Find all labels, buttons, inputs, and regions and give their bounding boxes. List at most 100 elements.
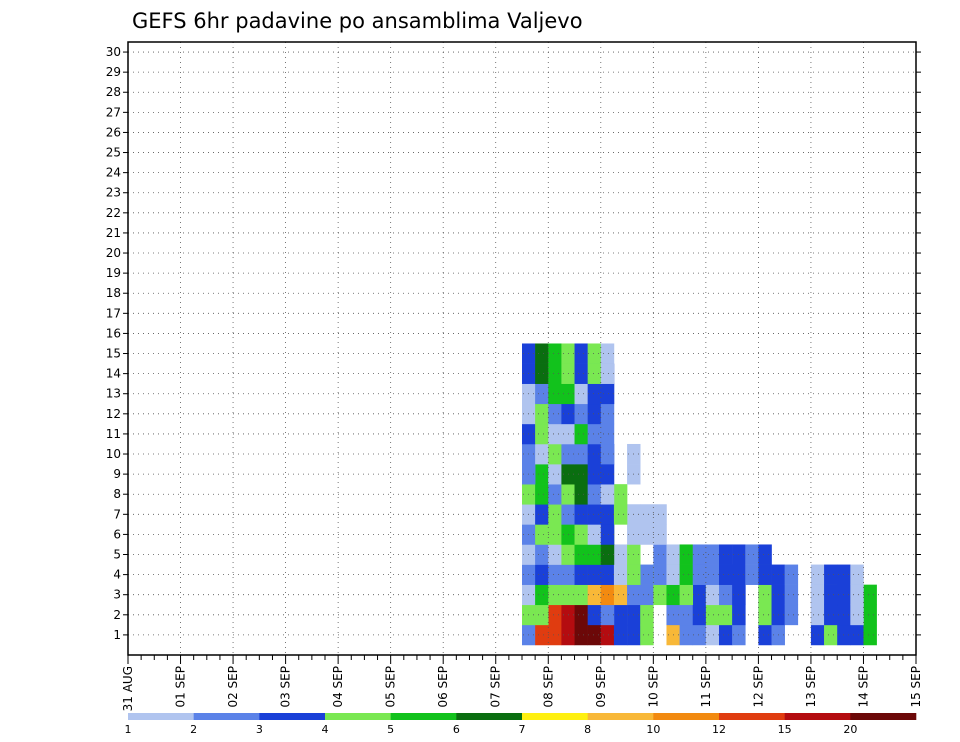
precip-cell [719, 584, 733, 606]
y-tick-label: 18 [106, 286, 121, 300]
precip-cell [705, 584, 720, 606]
precip-cell [587, 484, 602, 505]
precip-cell [653, 504, 667, 525]
y-tick-label: 8 [113, 487, 121, 501]
precip-cell [535, 604, 549, 626]
y-tick-label: 11 [106, 427, 121, 441]
precip-cell [640, 504, 654, 525]
x-tick-label: 07 SEP [489, 666, 503, 708]
precip-cell [850, 564, 864, 585]
y-tick-label: 26 [106, 125, 121, 139]
precip-cell [535, 363, 549, 384]
precip-cell [587, 564, 602, 585]
colorbar-swatch [259, 713, 326, 720]
precip-cell [810, 624, 825, 646]
precip-cell [679, 604, 694, 626]
precip-cell [574, 524, 588, 545]
precip-cell [600, 343, 615, 364]
x-tick-label: 15 SEP [909, 666, 923, 708]
precip-cell [535, 423, 549, 445]
precip-cell [574, 484, 588, 505]
x-tick-label: 12 SEP [751, 666, 765, 708]
x-tick-label: 01 SEP [174, 666, 188, 708]
precip-cell [758, 604, 772, 626]
precip-cell [613, 504, 628, 525]
precip-cell [587, 604, 602, 626]
colorbar-label: 3 [256, 723, 263, 736]
precip-cell [548, 604, 562, 626]
precip-cell [574, 564, 588, 585]
precip-cell [548, 423, 562, 445]
precip-cell [574, 343, 588, 364]
precip-cell [784, 564, 799, 585]
colorbar-label: 8 [584, 723, 591, 736]
precip-cell [600, 544, 615, 565]
precip-cell [574, 423, 588, 445]
precip-cell [548, 524, 562, 545]
precip-cell [535, 464, 549, 485]
colorbar-label: 20 [843, 723, 857, 736]
y-tick-label: 13 [106, 387, 121, 401]
precip-cell [535, 624, 549, 646]
precip-cell [548, 544, 562, 565]
precip-cell [758, 624, 772, 646]
y-tick-label: 19 [106, 266, 121, 280]
precip-cell [613, 624, 628, 646]
precip-cell [784, 584, 799, 606]
precip-cell [600, 464, 615, 485]
precip-cell [600, 403, 615, 425]
colorbar-swatch [719, 713, 785, 720]
precip-cell [535, 584, 549, 606]
precip-cell [574, 584, 588, 606]
precip-cell [535, 383, 549, 405]
colorbar-label: 10 [646, 723, 660, 736]
precip-cell [587, 464, 602, 485]
precip-cell [587, 383, 602, 405]
precip-cell [653, 564, 667, 585]
precip-cell [653, 544, 667, 565]
colorbar-swatch [193, 713, 260, 720]
precip-cell [587, 423, 602, 445]
precip-cell [705, 564, 720, 585]
precip-cell [587, 624, 602, 646]
colorbar-label: 5 [387, 723, 394, 736]
y-tick-label: 5 [113, 548, 121, 562]
y-tick-label: 9 [113, 467, 121, 481]
precip-cell [653, 524, 667, 545]
precip-cell [850, 624, 864, 646]
precip-cell [640, 624, 654, 646]
precip-cell [548, 624, 562, 646]
precip-cell [824, 604, 838, 626]
precip-cell [548, 403, 562, 425]
precip-cell [548, 564, 562, 585]
y-tick-label: 17 [106, 306, 121, 320]
precip-cell [535, 544, 549, 565]
x-tick-label: 04 SEP [331, 666, 345, 708]
precip-cell [692, 604, 707, 626]
precip-cell [548, 464, 562, 485]
colorbar-label: 1 [125, 723, 132, 736]
y-tick-label: 7 [113, 507, 121, 521]
y-tick-label: 23 [106, 186, 121, 200]
precip-cell [587, 584, 602, 606]
colorbar-label: 15 [778, 723, 792, 736]
y-tick-label: 16 [106, 326, 121, 340]
x-tick-label: 13 SEP [804, 666, 818, 708]
y-tick-label: 10 [106, 447, 121, 461]
precip-cell [600, 524, 615, 545]
x-tick-label: 03 SEP [279, 666, 293, 708]
precip-cell [613, 584, 628, 606]
colorbar-swatch [522, 713, 588, 720]
precip-cell [535, 524, 549, 545]
precip-cell [692, 624, 707, 646]
precip-cell [548, 343, 562, 364]
y-tick-label: 20 [106, 246, 121, 260]
precip-cell [640, 564, 654, 585]
precip-cell [574, 464, 588, 485]
colorbar-swatch [128, 713, 194, 720]
colorbar-swatch [653, 713, 720, 720]
colorbar-label: 4 [322, 723, 329, 736]
precip-cell [679, 584, 694, 606]
precip-cell [600, 363, 615, 384]
precip-cell [535, 443, 549, 465]
